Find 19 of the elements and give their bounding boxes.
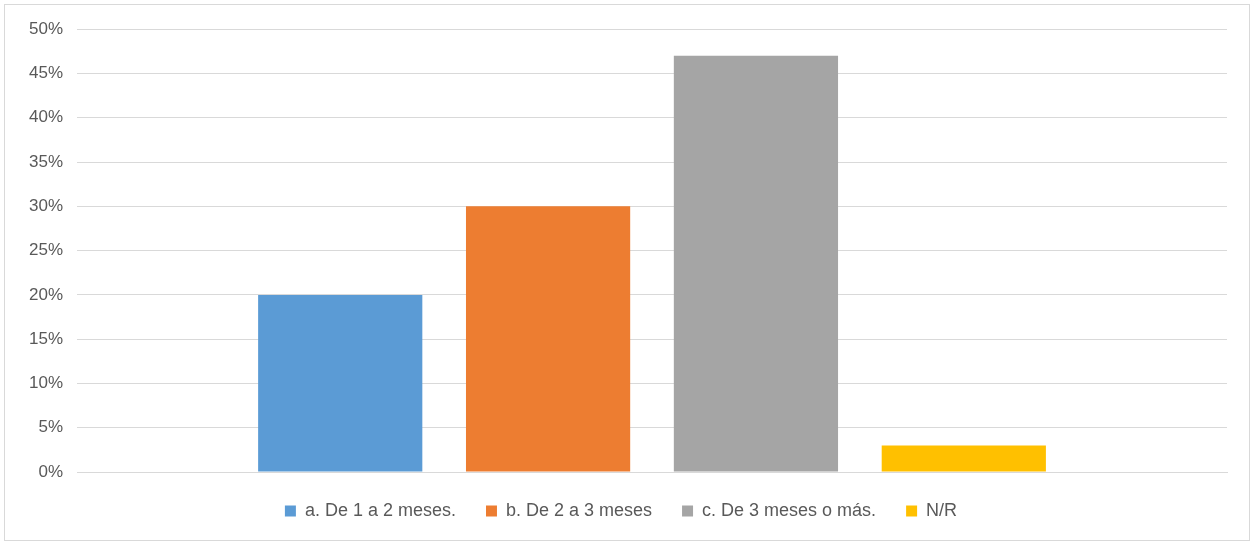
bar	[673, 55, 839, 472]
bar	[465, 206, 631, 472]
y-tick-label: 40%	[28, 107, 64, 127]
bar	[881, 445, 1046, 472]
y-tick-label: 35%	[28, 151, 64, 171]
y-tick-label: 0%	[38, 461, 64, 481]
y-tick-label: 30%	[28, 196, 64, 216]
y-tick-label: 45%	[28, 63, 64, 83]
legend-label: b. De 2 a 3 meses	[505, 499, 653, 520]
y-tick-label: 20%	[28, 284, 64, 304]
y-tick-label: 15%	[28, 328, 64, 348]
legend-label: a. De 1 a 2 meses.	[304, 499, 456, 520]
y-tick-label: 25%	[28, 240, 64, 260]
y-tick-label: 10%	[28, 373, 64, 393]
legend-label: N/R	[926, 499, 958, 520]
y-tick-label: 5%	[38, 417, 64, 437]
legend-label: c. De 3 meses o más.	[702, 499, 877, 520]
y-tick-label: 50%	[28, 18, 64, 38]
bar	[258, 294, 423, 472]
